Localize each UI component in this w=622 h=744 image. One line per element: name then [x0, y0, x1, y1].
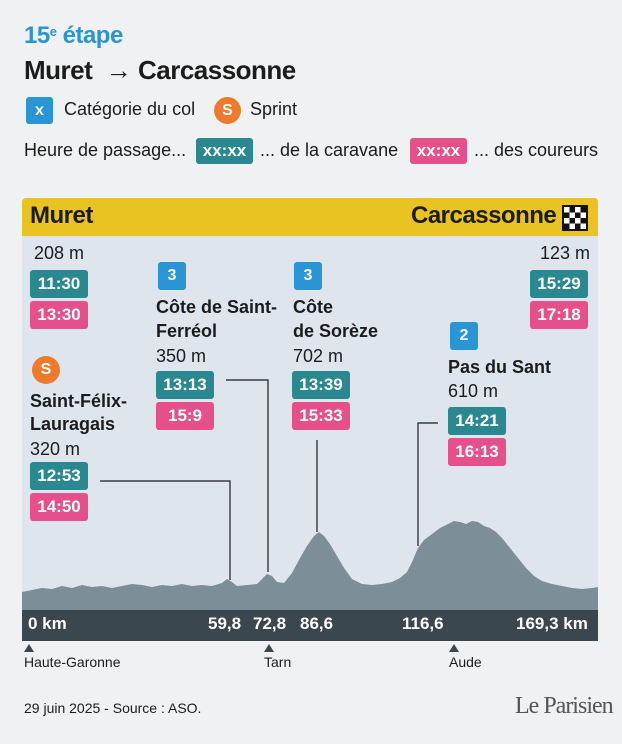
elevation-area: [22, 521, 598, 610]
source-text: 29 juin 2025 - Source : ASO.: [24, 700, 202, 716]
caravan-time-saint-ferreol: 13:13: [156, 371, 214, 399]
riders-time-saint-ferreol: 15:9: [156, 402, 214, 430]
riders-time-pas-du-sant: 16:13: [448, 438, 506, 466]
finish-flag-icon: [562, 205, 588, 231]
category-badge-saint-ferreol: 3: [158, 262, 186, 290]
stage-title: 15e étape: [24, 22, 123, 49]
km-soreze: 86,6: [300, 614, 334, 633]
km-saint-ferreol: 72,8: [253, 614, 287, 633]
category-label: Catégorie du col: [64, 99, 196, 119]
point-name-soreze-1: Côte: [293, 297, 333, 317]
caravan-label: ... de la caravane: [260, 140, 399, 160]
point-name-saint-ferreol-1: Côte de Saint-: [156, 297, 278, 317]
leader-line-saint-ferreol: [226, 379, 269, 572]
finish-altitude: 123 m: [540, 243, 591, 263]
region-marker-icon: [264, 644, 274, 652]
elevation-profile: [22, 379, 598, 610]
category-badge: x: [26, 97, 53, 124]
start-altitude: 208 m: [34, 243, 85, 263]
finish-caravan-time: 15:29: [530, 270, 588, 298]
leader-line-saint-felix: [100, 480, 231, 580]
passage-label: Heure de passage...: [24, 140, 187, 160]
region-tarn: Tarn: [264, 654, 292, 670]
point-name-saint-ferreol-2: Ferréol: [156, 321, 218, 341]
category-badge-pas-du-sant: 2: [450, 322, 478, 350]
finish-name: Carcassonne: [411, 202, 557, 229]
caravan-time-soreze: 13:39: [292, 371, 350, 399]
leader-line-pas-du-sant: [417, 422, 438, 546]
riders-time-soreze: 15:33: [292, 402, 350, 430]
region-haute-garonne: Haute-Garonne: [24, 654, 121, 670]
caravan-time-pas-du-sant: 14:21: [448, 407, 506, 435]
point-altitude-pas-du-sant: 610 m: [448, 381, 499, 401]
point-name-soreze-2: de Sorèze: [293, 321, 379, 341]
start-riders-time: 13:30: [30, 301, 88, 329]
le-parisien-logo: Le Parisien: [515, 693, 614, 719]
km-start: 0 km: [28, 614, 67, 633]
start-caravan-time: 11:30: [30, 270, 88, 298]
finish-riders-time: 17:18: [530, 301, 588, 329]
riders-label: ... des coureurs: [474, 140, 599, 160]
region-marker-icon: [24, 644, 34, 652]
caravan-chip: xx:xx: [196, 138, 253, 164]
riders-time-saint-felix: 14:50: [30, 493, 88, 521]
route-title: Muret → Carcassonne: [24, 55, 296, 85]
route-bar: [22, 198, 598, 236]
point-name-pas-du-sant: Pas du Sant: [448, 357, 552, 377]
point-altitude-saint-ferreol: 350 m: [156, 346, 207, 366]
riders-chip: xx:xx: [410, 138, 467, 164]
km-bar: [22, 610, 598, 641]
km-saint-felix: 59,8: [208, 614, 242, 633]
category-badge-soreze: 3: [294, 262, 322, 290]
sprint-badge-saint-felix: S: [32, 356, 60, 384]
km-pas-du-sant: 116,6: [402, 614, 444, 633]
start-name: Muret: [30, 202, 93, 229]
region-aude: Aude: [449, 654, 482, 670]
point-altitude-saint-felix: 320 m: [30, 439, 81, 459]
sprint-badge: S: [214, 97, 241, 124]
sprint-label: Sprint: [250, 99, 298, 119]
point-name-saint-felix-2: Lauragais: [30, 414, 116, 434]
point-altitude-soreze: 702 m: [293, 346, 344, 366]
region-marker-icon: [449, 644, 459, 652]
point-name-saint-felix-1: Saint-Félix-: [30, 391, 128, 411]
caravan-time-saint-felix: 12:53: [30, 462, 88, 490]
km-end: 169,3 km: [516, 614, 588, 633]
